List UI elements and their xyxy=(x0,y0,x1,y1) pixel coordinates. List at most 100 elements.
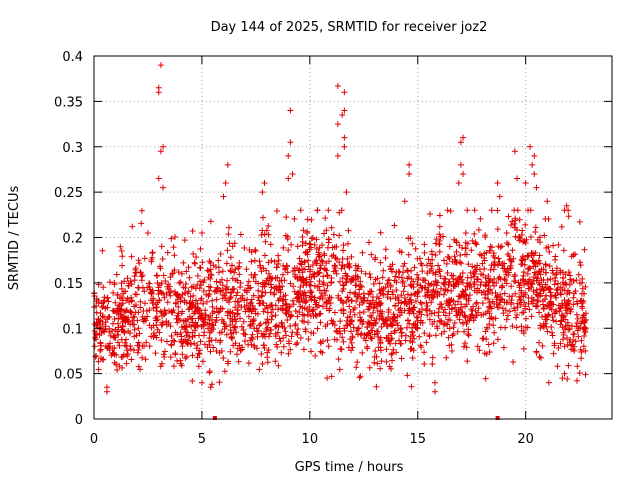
x-tick-label: 0 xyxy=(90,432,98,447)
data-point xyxy=(243,266,250,273)
data-point xyxy=(333,256,340,263)
data-point xyxy=(149,300,156,307)
data-point xyxy=(538,266,545,273)
data-point xyxy=(202,307,209,314)
data-point xyxy=(262,320,269,327)
data-point xyxy=(365,291,372,298)
data-point xyxy=(480,335,487,342)
data-point xyxy=(357,331,364,338)
data-point xyxy=(339,111,346,118)
data-point xyxy=(323,300,330,307)
data-point xyxy=(514,304,521,311)
data-point xyxy=(338,207,345,214)
data-point xyxy=(579,279,586,286)
data-point xyxy=(503,240,510,247)
data-point xyxy=(145,280,152,287)
data-point xyxy=(438,304,445,311)
data-point xyxy=(399,279,406,286)
data-point xyxy=(344,276,351,283)
data-point xyxy=(440,321,447,328)
data-point xyxy=(113,310,120,317)
y-tick-label: 0.1 xyxy=(62,322,83,337)
data-point xyxy=(372,347,379,354)
data-point xyxy=(432,269,439,276)
data-point xyxy=(558,318,565,325)
data-point xyxy=(99,304,106,311)
data-point xyxy=(343,298,350,305)
data-point xyxy=(295,267,302,274)
data-point xyxy=(341,327,348,334)
data-point xyxy=(207,271,214,278)
data-point xyxy=(518,323,525,330)
data-point xyxy=(250,292,257,299)
data-point xyxy=(460,170,467,177)
data-point xyxy=(494,336,501,343)
data-point xyxy=(359,249,366,256)
data-point xyxy=(317,319,324,326)
y-tick-label: 0.35 xyxy=(54,95,83,110)
data-point xyxy=(529,300,536,307)
data-point xyxy=(534,298,541,305)
data-point xyxy=(337,278,344,285)
data-point xyxy=(438,301,445,308)
data-point xyxy=(379,316,386,323)
data-point xyxy=(465,332,472,339)
data-point xyxy=(160,184,167,191)
data-point xyxy=(194,281,201,288)
data-point xyxy=(107,332,114,339)
data-point xyxy=(291,264,298,271)
data-point xyxy=(300,227,307,234)
data-point xyxy=(144,229,151,236)
data-point xyxy=(475,305,482,312)
data-point xyxy=(437,285,444,292)
data-point xyxy=(158,337,165,344)
data-point xyxy=(563,310,570,317)
data-point xyxy=(194,342,201,349)
data-point xyxy=(263,328,270,335)
data-point xyxy=(291,215,298,222)
data-point xyxy=(501,290,508,297)
data-point xyxy=(92,353,99,360)
data-point xyxy=(477,281,484,288)
data-point xyxy=(543,316,550,323)
data-point xyxy=(333,327,340,334)
data-point xyxy=(283,262,290,269)
data-point xyxy=(295,294,302,301)
data-point xyxy=(559,279,566,286)
data-point xyxy=(182,290,189,297)
data-point xyxy=(459,288,466,295)
data-point xyxy=(287,312,294,319)
data-point xyxy=(535,271,542,278)
data-point xyxy=(138,277,145,284)
data-point xyxy=(555,345,562,352)
data-point xyxy=(577,324,584,331)
data-point xyxy=(419,268,426,275)
data-point xyxy=(209,297,216,304)
data-point xyxy=(376,280,383,287)
data-point xyxy=(423,339,430,346)
data-point xyxy=(346,264,353,271)
data-point xyxy=(293,341,300,348)
data-point xyxy=(547,301,554,308)
data-point xyxy=(519,255,526,262)
data-point xyxy=(334,336,341,343)
data-point xyxy=(581,290,588,297)
data-point xyxy=(313,257,320,264)
data-point xyxy=(104,295,111,302)
data-point xyxy=(201,276,208,283)
data-point xyxy=(563,202,570,209)
data-point xyxy=(171,252,178,259)
data-point xyxy=(200,332,207,339)
data-point xyxy=(429,361,436,368)
data-point xyxy=(370,304,377,311)
data-point xyxy=(569,341,576,348)
data-point xyxy=(138,207,145,214)
data-point xyxy=(336,328,343,335)
data-point xyxy=(161,294,168,301)
data-point xyxy=(487,303,494,310)
data-point xyxy=(294,243,301,250)
data-point xyxy=(428,248,435,255)
data-point xyxy=(294,326,301,333)
data-point xyxy=(513,324,520,331)
data-point xyxy=(257,321,264,328)
